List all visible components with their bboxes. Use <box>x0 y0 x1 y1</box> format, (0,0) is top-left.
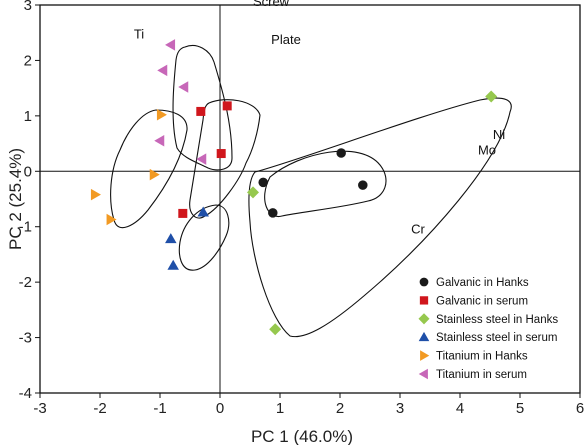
x-tick-label: 2 <box>336 400 344 417</box>
point-titanium-in-hanks <box>149 168 160 181</box>
point-galvanic-in-hanks <box>258 177 268 188</box>
point-galvanic-in-serum <box>196 106 206 116</box>
legend-label-stainless-steel-in-serum: Stainless steel in serum <box>436 332 557 344</box>
x-tick-label: 1 <box>276 400 284 417</box>
x-tick-label: 6 <box>576 400 584 417</box>
x-tick-label: 4 <box>456 400 464 417</box>
point-titanium-in-serum <box>165 39 176 51</box>
y-tick-label: -4 <box>19 385 32 402</box>
legend-label-titanium-in-serum: Titanium in serum <box>436 369 527 381</box>
annotation-label: Ti <box>134 26 144 41</box>
y-axis-title: PC 2 (25.4%) <box>6 148 25 250</box>
point-titanium-in-serum <box>196 153 207 165</box>
cluster-hulls <box>110 44 512 338</box>
hull-galvanic-hanks <box>264 150 387 217</box>
point-stainless-steel-in-hanks <box>485 90 498 103</box>
point-stainless-steel-in-hanks <box>247 186 259 199</box>
point-galvanic-in-hanks <box>336 148 346 158</box>
legend-label-galvanic-in-hanks: Galvanic in Hanks <box>436 277 529 289</box>
legend-marker-titanium-in-hanks <box>420 350 430 361</box>
legend-label-galvanic-in-serum: Galvanic in serum <box>436 295 528 307</box>
hull-titanium-hanks <box>110 109 188 229</box>
x-tick-label: -2 <box>93 400 106 417</box>
hull-titanium-serum <box>172 44 233 171</box>
legend-marker-titanium-in-serum <box>418 368 428 380</box>
point-titanium-in-hanks <box>90 188 101 201</box>
plot-frame <box>39 4 581 394</box>
point-galvanic-in-serum <box>178 208 188 218</box>
annotation-label: Plate <box>271 32 301 47</box>
point-galvanic-in-hanks <box>358 180 368 190</box>
annotation-label: Ni <box>493 127 505 142</box>
x-tick-label: -1 <box>153 400 166 417</box>
data-points <box>90 39 498 336</box>
x-axis-title: PC 1 (46.0%) <box>251 427 353 445</box>
x-tick-label: 3 <box>396 400 404 417</box>
legend-marker-stainless-steel-in-serum <box>418 331 430 342</box>
y-tick-label: -2 <box>19 274 32 291</box>
legend-marker-galvanic-in-serum <box>419 296 429 305</box>
legend-marker-stainless-steel-in-hanks <box>418 313 430 325</box>
point-stainless-steel-in-serum <box>197 206 209 217</box>
y-tick-label: -3 <box>19 330 32 347</box>
point-stainless-steel-in-serum <box>165 233 177 244</box>
annotation-label: Mo <box>478 143 496 158</box>
point-galvanic-in-hanks <box>268 208 278 218</box>
x-tick-label: 0 <box>216 400 224 417</box>
point-titanium-in-hanks <box>106 213 117 226</box>
legend-label-stainless-steel-in-hanks: Stainless steel in Hanks <box>436 314 558 326</box>
point-galvanic-in-serum <box>216 149 226 159</box>
point-titanium-in-serum <box>154 135 165 147</box>
y-tick-label: 0 <box>24 163 32 180</box>
annotation-label: Cr <box>411 221 425 236</box>
y-tick-label: -1 <box>19 219 32 236</box>
y-tick-label: 1 <box>24 108 32 125</box>
hull-stainless-serum <box>178 204 230 271</box>
y-tick-label: 2 <box>24 52 32 69</box>
annotation-label: Screw <box>253 0 290 9</box>
point-galvanic-in-serum <box>222 101 232 111</box>
point-titanium-in-serum <box>178 81 189 93</box>
x-tick-label: 5 <box>516 400 524 417</box>
y-tick-label: 3 <box>24 0 32 14</box>
legend-label-titanium-in-hanks: Titanium in Hanks <box>436 351 528 363</box>
point-stainless-steel-in-hanks <box>269 323 282 336</box>
point-titanium-in-serum <box>157 64 168 77</box>
hull-stainless-hanks <box>248 97 512 338</box>
legend-marker-galvanic-in-hanks <box>419 277 429 287</box>
point-stainless-steel-in-serum <box>167 259 179 270</box>
point-titanium-in-hanks <box>156 108 167 121</box>
x-tick-label: -3 <box>33 400 46 417</box>
legend: Galvanic in Hanks Galvanic in serum Stainl… <box>418 277 558 381</box>
